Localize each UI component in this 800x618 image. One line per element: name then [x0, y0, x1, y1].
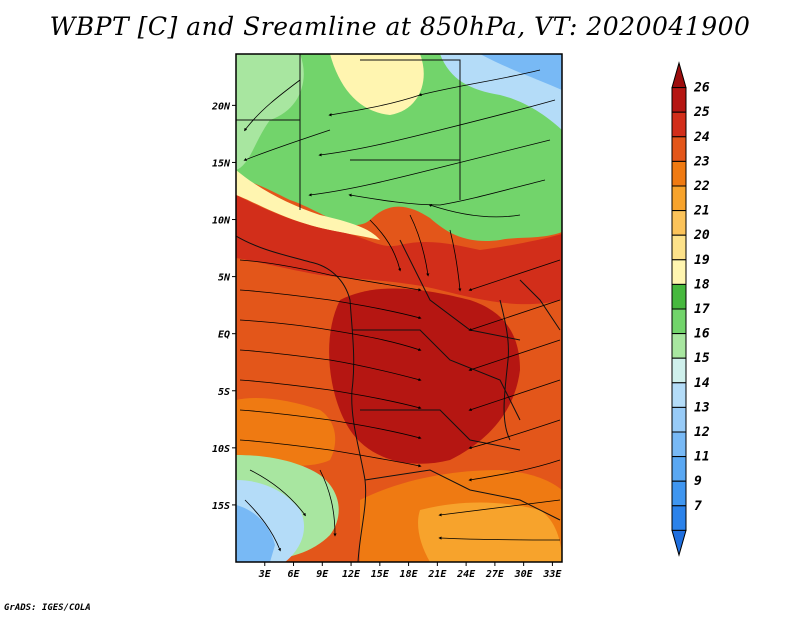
colorbar-segment — [671, 111, 687, 138]
lat-tick-label: 5N — [218, 273, 231, 284]
colorbar-label: 21 — [693, 204, 710, 219]
lat-tick-label: 10N — [212, 216, 231, 227]
colorbar-label: 11 — [694, 450, 710, 465]
southeast-light-orange — [418, 502, 562, 562]
colorbar-label: 26 — [693, 81, 710, 96]
streamlines — [239, 69, 561, 552]
colorbar: 26 25 24 23 22 21 20 19 18 17 16 15 14 13 12 11 9 7 — [671, 61, 710, 557]
colorbar-segment — [671, 210, 687, 236]
map-title: WBPT [C] and Sreamline at 850hPa, VT: 20… — [49, 12, 751, 41]
lon-tick-label: 24E — [456, 569, 476, 580]
lon-tick-label: 18E — [400, 569, 419, 580]
colorbar-label: 16 — [694, 327, 710, 342]
colorbar-segment — [671, 87, 687, 113]
colorbar-label: 15 — [694, 351, 710, 366]
colorbar-label: 9 — [694, 474, 702, 489]
colorbar-label: 23 — [693, 154, 710, 169]
colorbar-label: 12 — [694, 425, 710, 440]
lat-tick-label: 20N — [211, 101, 231, 112]
colorbar-segment — [671, 234, 687, 261]
colorbar-label: 22 — [693, 179, 710, 194]
colorbar-label: 7 — [694, 499, 702, 514]
colorbar-segment — [671, 308, 687, 335]
colorbar-label: 18 — [694, 277, 710, 292]
lon-tick-label: 21E — [427, 569, 447, 580]
colorbar-label: 14 — [694, 376, 710, 391]
colorbar-label: 19 — [694, 253, 710, 268]
colorbar-label: 20 — [693, 228, 710, 243]
colorbar-label: 24 — [693, 130, 710, 145]
lon-tick-label: 27E — [485, 569, 505, 580]
colorbar-segment — [671, 136, 687, 162]
lon-tick-label: 9E — [316, 569, 329, 580]
colorbar-segment — [671, 61, 687, 89]
lat-tick-label: 15S — [212, 501, 230, 512]
lon-tick-label: 3E — [258, 569, 272, 580]
colorbar-segment — [671, 456, 687, 482]
lon-tick-label: 33E — [542, 569, 562, 580]
sahara-light-green — [236, 54, 304, 170]
lat-tick-label: 15N — [212, 158, 231, 169]
colorbar-label: 13 — [694, 400, 710, 415]
sahel-yellow-band — [236, 170, 380, 240]
colorbar-segment — [671, 185, 687, 212]
colorbar-segment — [671, 357, 687, 384]
colorbar-segment — [671, 283, 687, 310]
lon-tick-label: 30E — [514, 569, 534, 580]
lon-tick-label: 6E — [288, 569, 301, 580]
colorbar-segment — [671, 505, 687, 531]
colorbar-segment — [671, 431, 687, 458]
southwest-deep-blue — [236, 505, 275, 562]
colorbar-segment — [671, 333, 687, 359]
lat-tick-label: EQ — [218, 330, 230, 341]
lat-tick-label: 10S — [212, 444, 230, 455]
grads-credit: GrADS: IGES/COLA — [4, 603, 91, 613]
southwest-orange — [236, 398, 336, 466]
colorbar-label: 17 — [694, 302, 710, 317]
lon-tick-label: 15E — [371, 569, 390, 580]
map-area — [236, 54, 562, 562]
colorbar-segment — [671, 529, 687, 557]
longitude-axis: 3E 6E 9E 12E 15E 18E 21E 24E 27E 30E 33E — [258, 562, 562, 580]
colorbar-segment — [671, 160, 687, 187]
northeast-deep-blue-patch — [480, 54, 562, 90]
lat-tick-label: 5S — [218, 387, 230, 398]
colorbar-segment — [671, 406, 687, 433]
congo-deep-red — [329, 288, 520, 464]
equatorial-red-band — [236, 195, 562, 305]
colorbar-label: 25 — [693, 105, 710, 120]
map-frame — [235, 53, 563, 563]
latitude-axis: 20N 15N 10N 5N EQ 5S 10S 15S — [211, 101, 236, 512]
colorbar-segment — [671, 480, 687, 507]
colorbar-segment — [671, 259, 687, 285]
lon-tick-label: 12E — [342, 569, 361, 580]
colorbar-segment — [671, 382, 687, 408]
